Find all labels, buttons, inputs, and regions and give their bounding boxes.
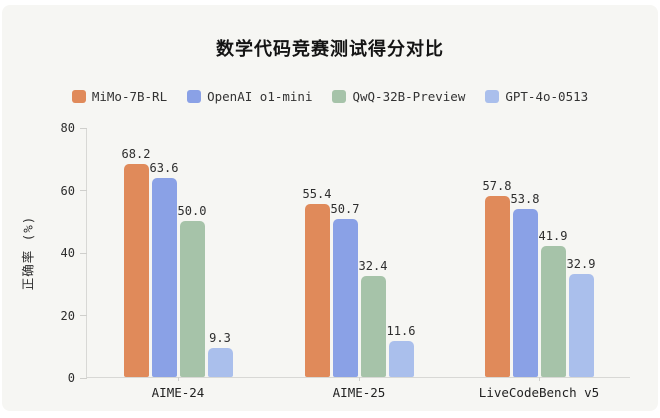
bar-value-label: 68.2 [121, 146, 151, 161]
y-tick-mark [80, 315, 87, 316]
legend-swatch-icon [187, 90, 202, 103]
bar-value-label: 57.8 [482, 179, 512, 194]
chart-card: 数学代码竞赛测试得分对比 MiMo-7B-RL OpenAI o1-mini QwQ… [2, 5, 658, 411]
x-tick-mark [178, 377, 179, 381]
y-tick-label: 40 [60, 246, 75, 260]
bar-value-label: 41.9 [538, 229, 568, 244]
plot-area: 0 20 40 60 80 68.2 63.6 50.0 9.3 AIME-24 55.4 50.7 3… [61, 121, 630, 400]
bar-value-label: 11.6 [386, 323, 416, 338]
bar-qwq-32b-preview[interactable] [360, 275, 386, 377]
bar-qwq-32b-preview[interactable] [179, 220, 205, 377]
bar-mimo-7b-rl[interactable] [484, 196, 510, 377]
x-category-label: AIME-25 [332, 385, 386, 400]
bar-group-aime-24: 68.2 63.6 50.0 9.3 [121, 128, 233, 377]
x-tick-mark [539, 377, 540, 381]
bar-mimo-7b-rl[interactable] [123, 163, 149, 377]
legend-item-qwq-32b-preview[interactable]: QwQ-32B-Preview [332, 89, 465, 104]
bar-value-label: 63.6 [149, 161, 179, 176]
bar-gpt-4o-0513[interactable] [568, 274, 594, 377]
chart-legend: MiMo-7B-RL OpenAI o1-mini QwQ-32B-Preview G… [2, 89, 658, 104]
legend-label: QwQ-32B-Preview [352, 89, 466, 104]
y-tick-label: 80 [60, 121, 75, 135]
y-tick-mark [80, 127, 87, 129]
legend-label: GPT-4o-0513 [505, 89, 589, 104]
bar-value-label: 32.4 [358, 258, 388, 273]
x-tick-mark [359, 377, 360, 381]
y-tick-label: 0 [67, 371, 75, 385]
bar-openai-o1-mini[interactable] [151, 178, 177, 377]
y-axis-title: 正确率 (%) [20, 215, 36, 291]
bar-gpt-4o-0513[interactable] [207, 347, 233, 377]
legend-item-mimo-7b-rl[interactable]: MiMo-7B-RL [71, 89, 168, 104]
legend-item-gpt-4o-0513[interactable]: GPT-4o-0513 [485, 89, 588, 104]
bar-mimo-7b-rl[interactable] [304, 203, 330, 377]
bar-gpt-4o-0513[interactable] [388, 340, 414, 377]
legend-item-openai-o1-mini[interactable]: OpenAI o1-mini [187, 89, 312, 104]
bar-qwq-32b-preview[interactable] [540, 246, 566, 377]
legend-label: OpenAI o1-mini [207, 89, 313, 104]
bar-group-livecodebench-v5: 57.8 53.8 41.9 32.9 [482, 128, 596, 377]
bar-value-label: 53.8 [510, 191, 540, 206]
bar-value-label: 50.7 [330, 201, 360, 216]
bar-value-label: 50.0 [177, 203, 207, 218]
y-tick-mark [80, 190, 87, 191]
y-tick-mark [80, 252, 87, 254]
bar-openai-o1-mini[interactable] [332, 218, 358, 377]
chart-title: 数学代码竞赛测试得分对比 [216, 39, 444, 60]
bar-value-label: 32.9 [566, 257, 596, 272]
y-tick-label: 20 [60, 308, 75, 323]
legend-swatch-icon [71, 90, 86, 103]
legend-swatch-icon [332, 90, 347, 103]
y-tick-label: 60 [60, 183, 75, 198]
legend-label: MiMo-7B-RL [91, 89, 168, 104]
bar-value-label: 55.4 [302, 186, 332, 201]
legend-swatch-icon [485, 90, 500, 103]
bar-openai-o1-mini[interactable] [512, 208, 538, 377]
y-tick-mark [80, 377, 87, 379]
bar-value-label: 9.3 [209, 330, 231, 345]
x-category-label: AIME-24 [151, 385, 205, 400]
bar-group-aime-25: 55.4 50.7 32.4 11.6 [302, 128, 416, 377]
x-category-label: LiveCodeBench v5 [478, 385, 600, 400]
